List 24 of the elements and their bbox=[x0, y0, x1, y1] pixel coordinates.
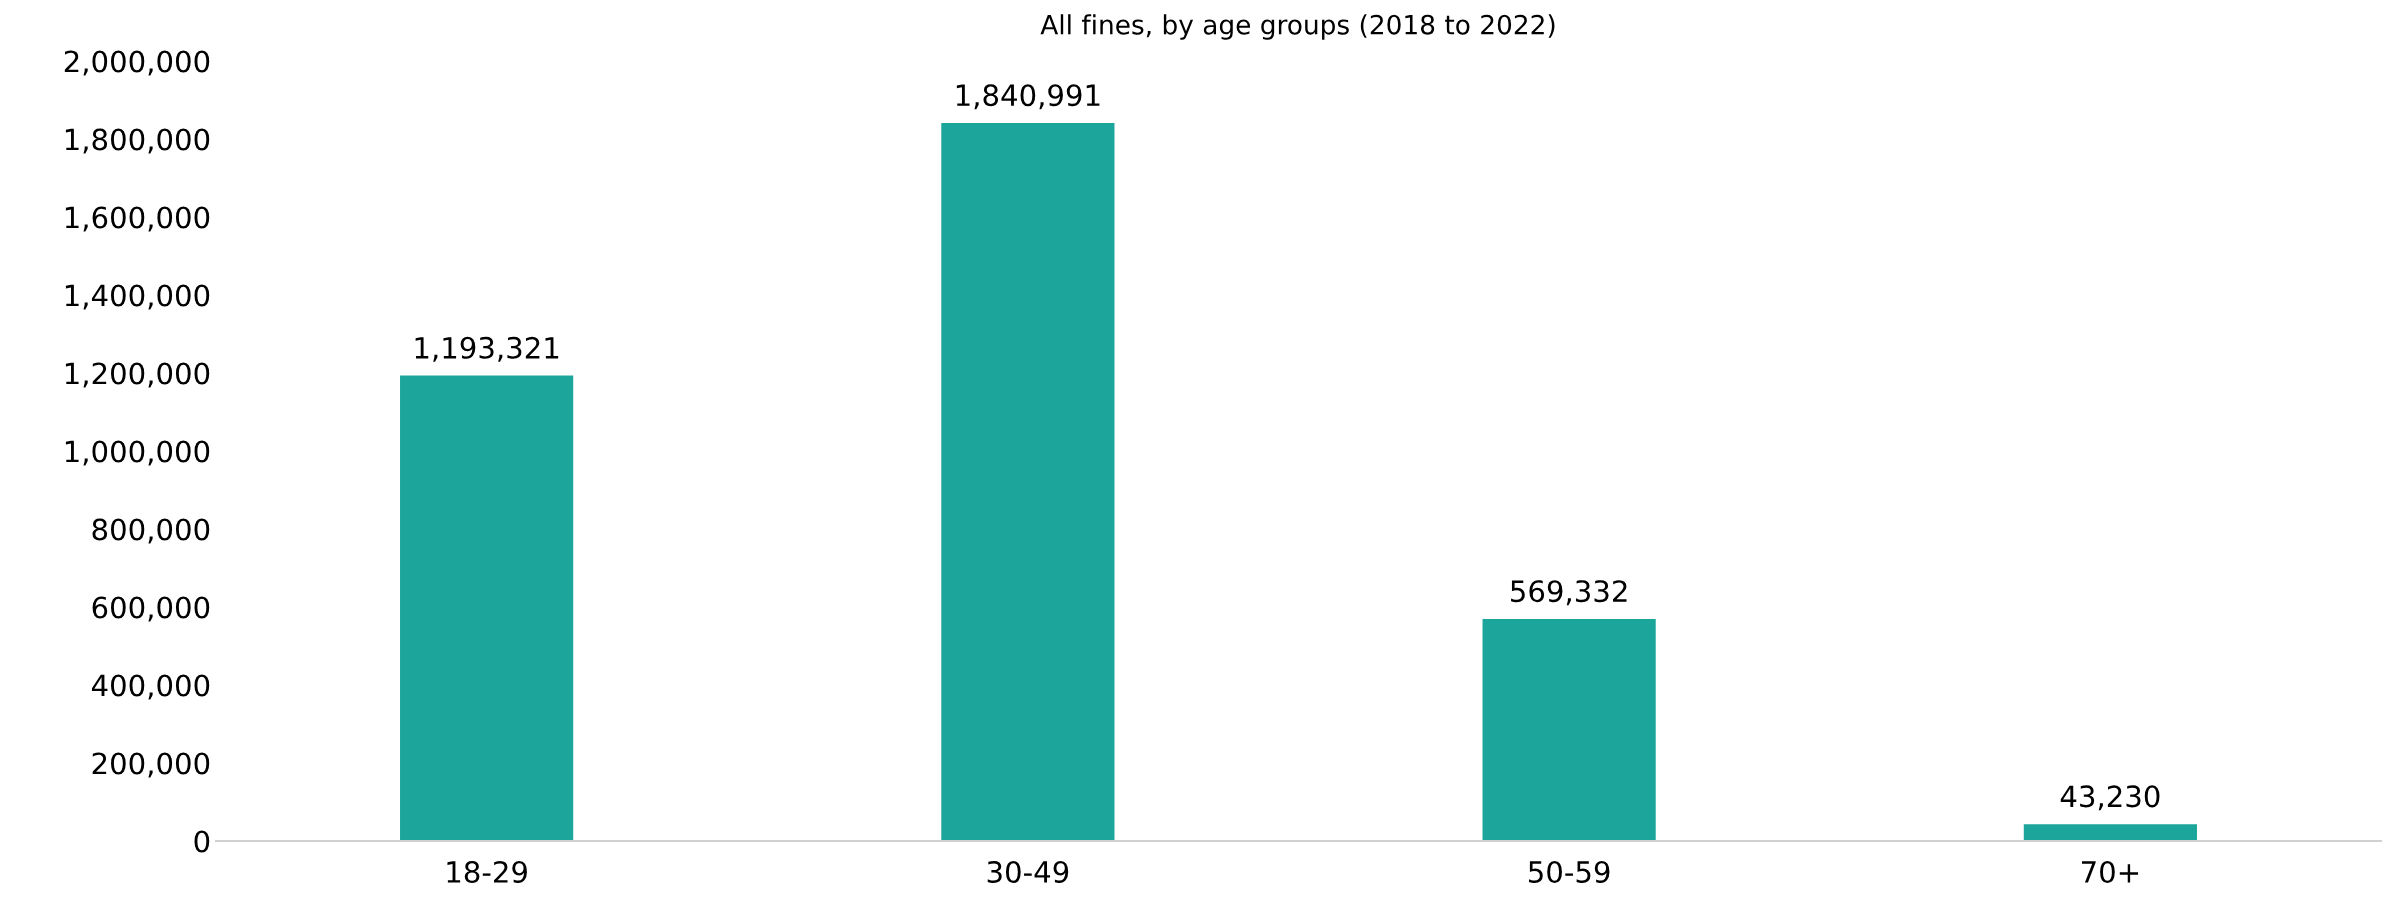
y-tick-label: 0 bbox=[194, 830, 210, 853]
data-label: 1,193,321 bbox=[415, 336, 559, 362]
bar bbox=[400, 375, 574, 841]
data-label: 1,840,991 bbox=[956, 84, 1100, 110]
chart-title: All fines, by age groups (2018 to 2022) bbox=[1040, 14, 1555, 40]
x-tick-label: 30-49 bbox=[987, 860, 1069, 884]
y-tick-label: 1,400,000 bbox=[65, 284, 210, 310]
y-tick-label: 200,000 bbox=[92, 752, 210, 778]
bar bbox=[2023, 824, 2197, 841]
y-tick-label: 1,000,000 bbox=[65, 440, 210, 466]
y-tick-label: 1,200,000 bbox=[65, 362, 210, 388]
data-label: 43,230 bbox=[2060, 785, 2160, 811]
bar bbox=[1482, 618, 1656, 841]
y-tick-label: 1,800,000 bbox=[65, 128, 210, 154]
y-tick-label: 800,000 bbox=[92, 518, 210, 544]
x-tick-label: 70+ bbox=[2081, 860, 2139, 884]
y-tick-label: 2,000,000 bbox=[64, 50, 210, 76]
bar bbox=[941, 123, 1115, 841]
x-tick-label: 50-59 bbox=[1529, 860, 1610, 884]
y-tick-label: 600,000 bbox=[92, 596, 210, 622]
y-tick-label: 400,000 bbox=[91, 674, 210, 700]
y-tick-label: 1,600,000 bbox=[65, 206, 210, 232]
data-label: 569,332 bbox=[1511, 580, 1627, 606]
x-tick-label: 18-29 bbox=[447, 860, 527, 884]
